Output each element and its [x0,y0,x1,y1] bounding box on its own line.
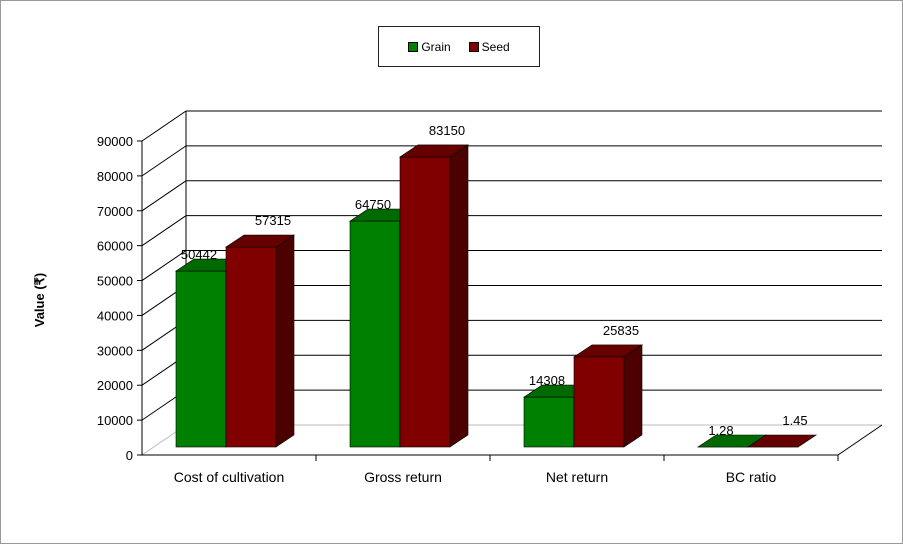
bar-top-seed [399,144,469,158]
y-tick-label: 70000 [97,204,133,219]
y-tick-label: 90000 [97,134,133,149]
gridline-depth [141,145,187,177]
bar-side-seed [449,144,469,448]
data-label-seed: 57315 [255,213,291,228]
y-tick-label: 20000 [97,378,133,393]
bar-top-seed [747,434,817,448]
legend-swatch-seed [468,41,479,52]
bar-grain [175,270,227,448]
y-tick-label: 50000 [97,274,133,289]
y-tick-label: 10000 [97,413,133,428]
y-tick-label: 0 [126,448,133,463]
data-label-seed: 1.45 [782,413,807,428]
data-label-grain: 50442 [181,247,217,262]
gridline-depth [141,180,187,212]
bar-seed [225,246,277,448]
bar-side-seed [275,234,295,448]
data-label-seed: 83150 [429,123,465,138]
legend: Grain Seed [378,26,540,67]
bar-grain [523,396,575,448]
data-label-grain: 1.28 [708,423,733,438]
legend-label-grain: Grain [421,39,451,54]
bar-seed [399,156,451,448]
x-tick-label: Cost of cultivation [174,469,285,485]
bar-seed [573,356,625,448]
legend-item-seed: Seed [468,39,510,54]
y-tick-label: 60000 [97,239,133,254]
data-label-seed: 25835 [603,323,639,338]
legend-item-grain: Grain [408,39,451,54]
legend-label-seed: Seed [481,39,510,54]
data-label-grain: 64750 [355,197,391,212]
x-tick-label: BC ratio [726,469,777,485]
bar-grain [349,220,401,448]
floor-edge [837,424,883,456]
data-label-grain: 14308 [529,373,565,388]
gridline-depth [141,250,187,281]
x-tick-label: Gross return [364,469,442,485]
bar-top-seed [573,344,643,358]
x-tick-label: Net return [546,469,608,485]
bar-top-seed [225,234,295,248]
y-tick-label: 30000 [97,343,133,358]
y-tick-label: 80000 [97,169,133,184]
gridline-depth [141,215,187,247]
bar-side-seed [623,344,643,448]
legend-swatch-grain [408,41,419,52]
y-tick-label: 40000 [97,308,133,323]
gridline-depth [141,110,187,142]
